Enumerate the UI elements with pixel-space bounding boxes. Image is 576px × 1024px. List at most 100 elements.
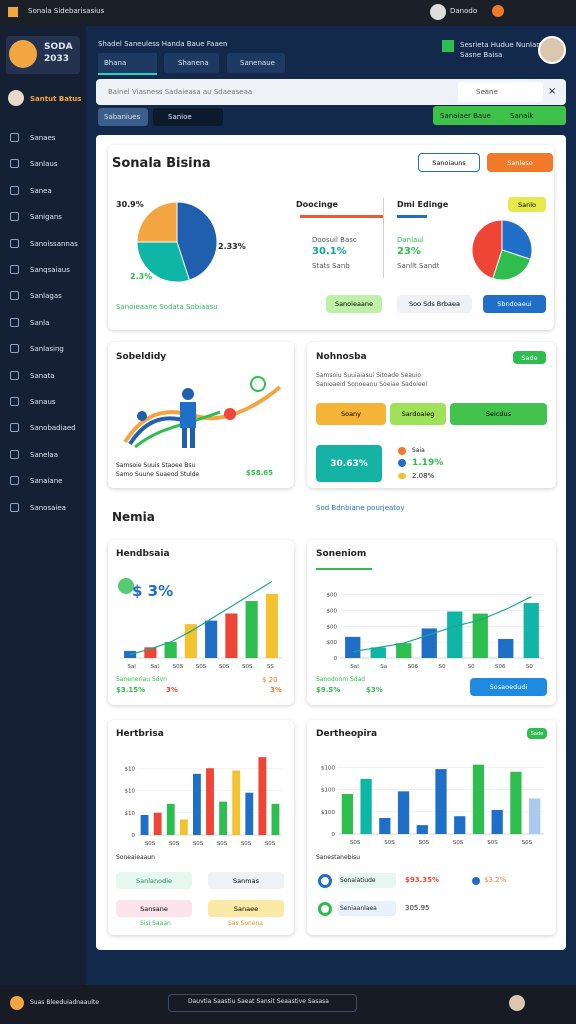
search-placeholder: Bainel Viasness Sadaieasa au Sdaeaseaa: [108, 88, 253, 96]
figure-body: [180, 402, 196, 428]
chip[interactable]: Sade: [527, 728, 547, 739]
action-label[interactable]: Sanaik: [510, 112, 534, 120]
nav-icon: [10, 397, 19, 406]
section-title: Doocinge: [296, 200, 338, 209]
nav-label[interactable]: Sanla: [30, 318, 50, 327]
card-title: Dertheopira: [316, 729, 378, 739]
bar: [491, 810, 503, 834]
bar: [341, 794, 353, 834]
action-label[interactable]: Sanaiaer Baue: [440, 112, 491, 120]
action-button[interactable]: [433, 106, 566, 125]
slider[interactable]: [300, 215, 383, 218]
nav-label[interactable]: Sanlagas: [30, 292, 62, 301]
bar: [498, 638, 514, 658]
nav-label[interactable]: Sanaes: [30, 134, 56, 142]
bar: [245, 601, 258, 658]
y-tick-label: $10: [125, 766, 136, 772]
nav-label[interactable]: Sanaus: [30, 398, 56, 406]
y-tick-label: $10: [125, 789, 136, 795]
list-pill[interactable]: Sanaee: [208, 900, 284, 917]
app-icon: [8, 7, 18, 17]
tab-label[interactable]: Sanenaue: [240, 59, 275, 67]
nav-icon: [10, 265, 19, 274]
nav-label[interactable]: Sanigans: [30, 213, 62, 222]
bar: [472, 613, 488, 658]
window-title: Sonala Sidebarisasius: [28, 7, 105, 15]
nav-icon: [10, 159, 19, 169]
x-tick-label: Sa: [380, 664, 387, 670]
tab[interactable]: [227, 53, 285, 73]
chip[interactable]: Sanlo: [508, 197, 546, 212]
pill-label: Sanlanodie: [135, 876, 173, 885]
tab[interactable]: [98, 53, 157, 75]
tab-label[interactable]: Bhana: [104, 59, 127, 67]
button[interactable]: Soany: [316, 403, 386, 425]
chip-label[interactable]: Sabaniues: [104, 113, 141, 121]
button-label: Seicdus: [485, 410, 512, 418]
pie-chart: [136, 201, 218, 283]
tab-label[interactable]: Shanena: [178, 59, 209, 67]
x-tick-label: S0S: [384, 840, 395, 846]
list-pill[interactable]: Sanlanodie: [116, 872, 192, 889]
nav-label[interactable]: Sanqsaiaus: [30, 266, 70, 274]
nav-label[interactable]: Sanlaus: [30, 160, 58, 169]
nav-label[interactable]: Sanoissannas: [30, 239, 78, 248]
illustration: [123, 376, 282, 449]
list-pill[interactable]: Sanmas: [208, 872, 284, 889]
illustration-stroke: [123, 385, 282, 444]
y-tick-label: $00: [327, 593, 338, 599]
user-name: Santut Batus: [30, 95, 82, 103]
button[interactable]: Sanlese: [487, 153, 553, 172]
nav-label[interactable]: Sanea: [30, 186, 52, 195]
clear-icon[interactable]: ×: [548, 86, 557, 97]
underline: [397, 215, 427, 218]
avatar[interactable]: [509, 995, 525, 1011]
bar: [271, 803, 280, 835]
row-pill: [338, 873, 396, 888]
stat-value: 30.1%: [312, 246, 347, 257]
stat-box: 30.63%: [316, 445, 382, 482]
chip-label[interactable]: Sanioe: [168, 113, 192, 121]
dropdown[interactable]: Sanoiauns: [418, 153, 480, 172]
button[interactable]: Sosaoedudi: [470, 678, 547, 696]
x-tick-label: S0S: [173, 664, 184, 670]
avatar[interactable]: [430, 4, 446, 20]
nav-label[interactable]: Sanobadiaed: [30, 424, 76, 433]
button[interactable]: Sanoieaane: [326, 295, 382, 313]
chip[interactable]: [98, 108, 148, 126]
row-icon: [318, 874, 332, 888]
nav-icon: [10, 344, 19, 354]
brand-text: SODA: [44, 42, 73, 52]
bar: [225, 613, 238, 658]
section-title: Dmi Edinge: [397, 200, 449, 209]
chart-card: [108, 540, 294, 705]
button[interactable]: Soo Sds Brbaea: [397, 295, 472, 313]
chip[interactable]: [153, 108, 223, 126]
tab[interactable]: [164, 53, 219, 73]
section-link[interactable]: Sod Bdnbiane pourjeatoy: [316, 504, 405, 512]
figure-leg: [190, 428, 195, 448]
row-pill: [338, 901, 396, 916]
pie-slice: [501, 219, 533, 260]
nav-label[interactable]: Sanaiane: [30, 477, 63, 486]
nav-label[interactable]: Sanosaiea: [30, 503, 66, 512]
activity-text: Samo Suune Suaeod Stulde: [116, 471, 200, 478]
list-pill[interactable]: Sansane: [116, 900, 192, 917]
trend-line: [129, 580, 273, 656]
notif-icon[interactable]: [492, 5, 504, 17]
nav-label[interactable]: Sanata: [30, 371, 55, 380]
x-tick-label: S0S: [487, 840, 498, 846]
chart-stat: $3.15%: [116, 686, 146, 694]
nav-label[interactable]: Sanlasing: [30, 345, 64, 354]
button[interactable]: Seicdus: [450, 403, 547, 425]
notes-text: Sanioaeid Sonoeanu Soeiae Sadoieel: [316, 381, 428, 388]
button[interactable]: Sbndoaeui: [483, 295, 546, 313]
profile-avatar[interactable]: [538, 36, 566, 64]
nav-label[interactable]: Sanelaa: [30, 450, 58, 459]
bar: [192, 773, 201, 835]
x-tick-label: S06: [495, 664, 506, 670]
button[interactable]: Sardoaieg: [390, 403, 446, 425]
chip[interactable]: Sade: [513, 351, 546, 364]
search-field[interactable]: [458, 82, 543, 102]
figure-head: [182, 388, 194, 400]
